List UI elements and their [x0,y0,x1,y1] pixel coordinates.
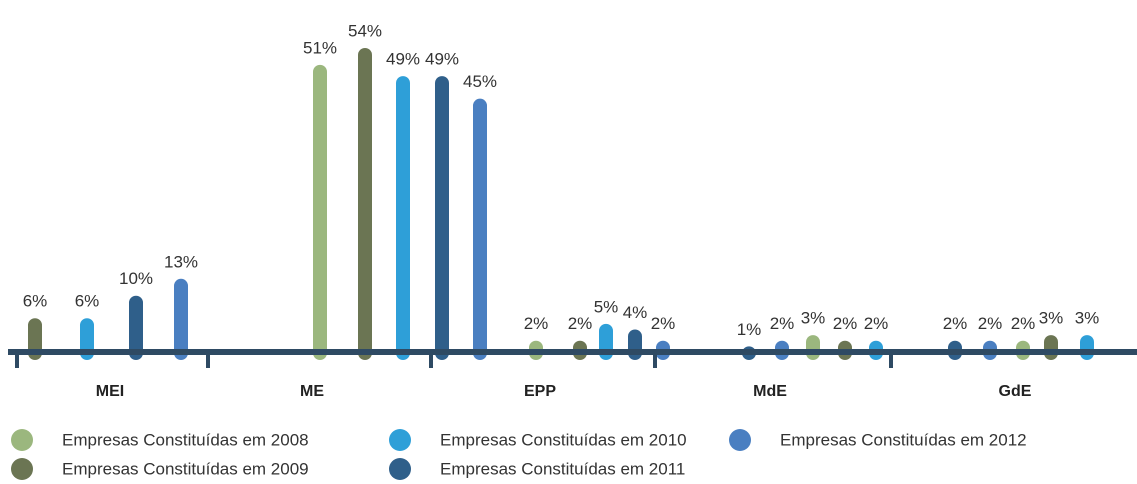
value-label: 4% [623,303,648,322]
value-label: 1% [737,320,762,339]
legend-label: Empresas Constituídas em 2010 [440,430,687,449]
bar [396,76,410,360]
bar [358,47,372,360]
value-label: 2% [833,314,858,333]
legend-marker [729,429,751,451]
axis-tick [15,352,19,368]
legend-label: Empresas Constituídas em 2011 [440,459,685,478]
value-label: 6% [75,292,100,311]
value-label: 49% [425,50,459,69]
bar [129,295,143,360]
category-label: EPP [524,383,556,400]
bar [313,64,327,361]
value-label: 13% [164,252,198,271]
bar [435,76,449,360]
legend-label: Empresas Constituídas em 2012 [780,430,1027,449]
legend-marker [389,429,411,451]
axis-tick [653,352,657,368]
value-label: 3% [1039,309,1064,328]
legend-marker [11,458,33,480]
bar [174,278,188,360]
value-label: 51% [303,38,337,57]
value-label: 54% [348,21,382,40]
value-label: 2% [1011,314,1036,333]
value-label: 45% [463,72,497,91]
axis-line [8,349,1137,355]
value-label: 10% [119,269,153,288]
value-label: 49% [386,50,420,69]
category-label: MdE [753,383,787,400]
value-label: 3% [801,309,826,328]
axis-tick [889,352,893,368]
value-label: 2% [770,314,795,333]
value-label: 2% [651,314,676,333]
value-label: 2% [978,314,1003,333]
legend-marker [11,429,33,451]
value-label: 2% [568,314,593,333]
value-label: 5% [594,297,619,316]
axis-tick [429,352,433,368]
bar [806,335,820,360]
value-label: 6% [23,292,48,311]
axis-tick [206,352,210,368]
bar [473,98,487,361]
value-label: 2% [864,314,889,333]
legend-label: Empresas Constituídas em 2008 [62,430,309,449]
category-label: GdE [999,383,1032,400]
value-label: 2% [943,314,968,333]
legend-label: Empresas Constituídas em 2009 [62,459,309,478]
category-label: MEI [96,383,124,400]
value-label: 3% [1075,309,1100,328]
legend-marker [389,458,411,480]
value-label: 2% [524,314,549,333]
category-label: ME [300,383,324,400]
bar [1044,335,1058,360]
bar [1080,335,1094,360]
bar [628,329,642,360]
